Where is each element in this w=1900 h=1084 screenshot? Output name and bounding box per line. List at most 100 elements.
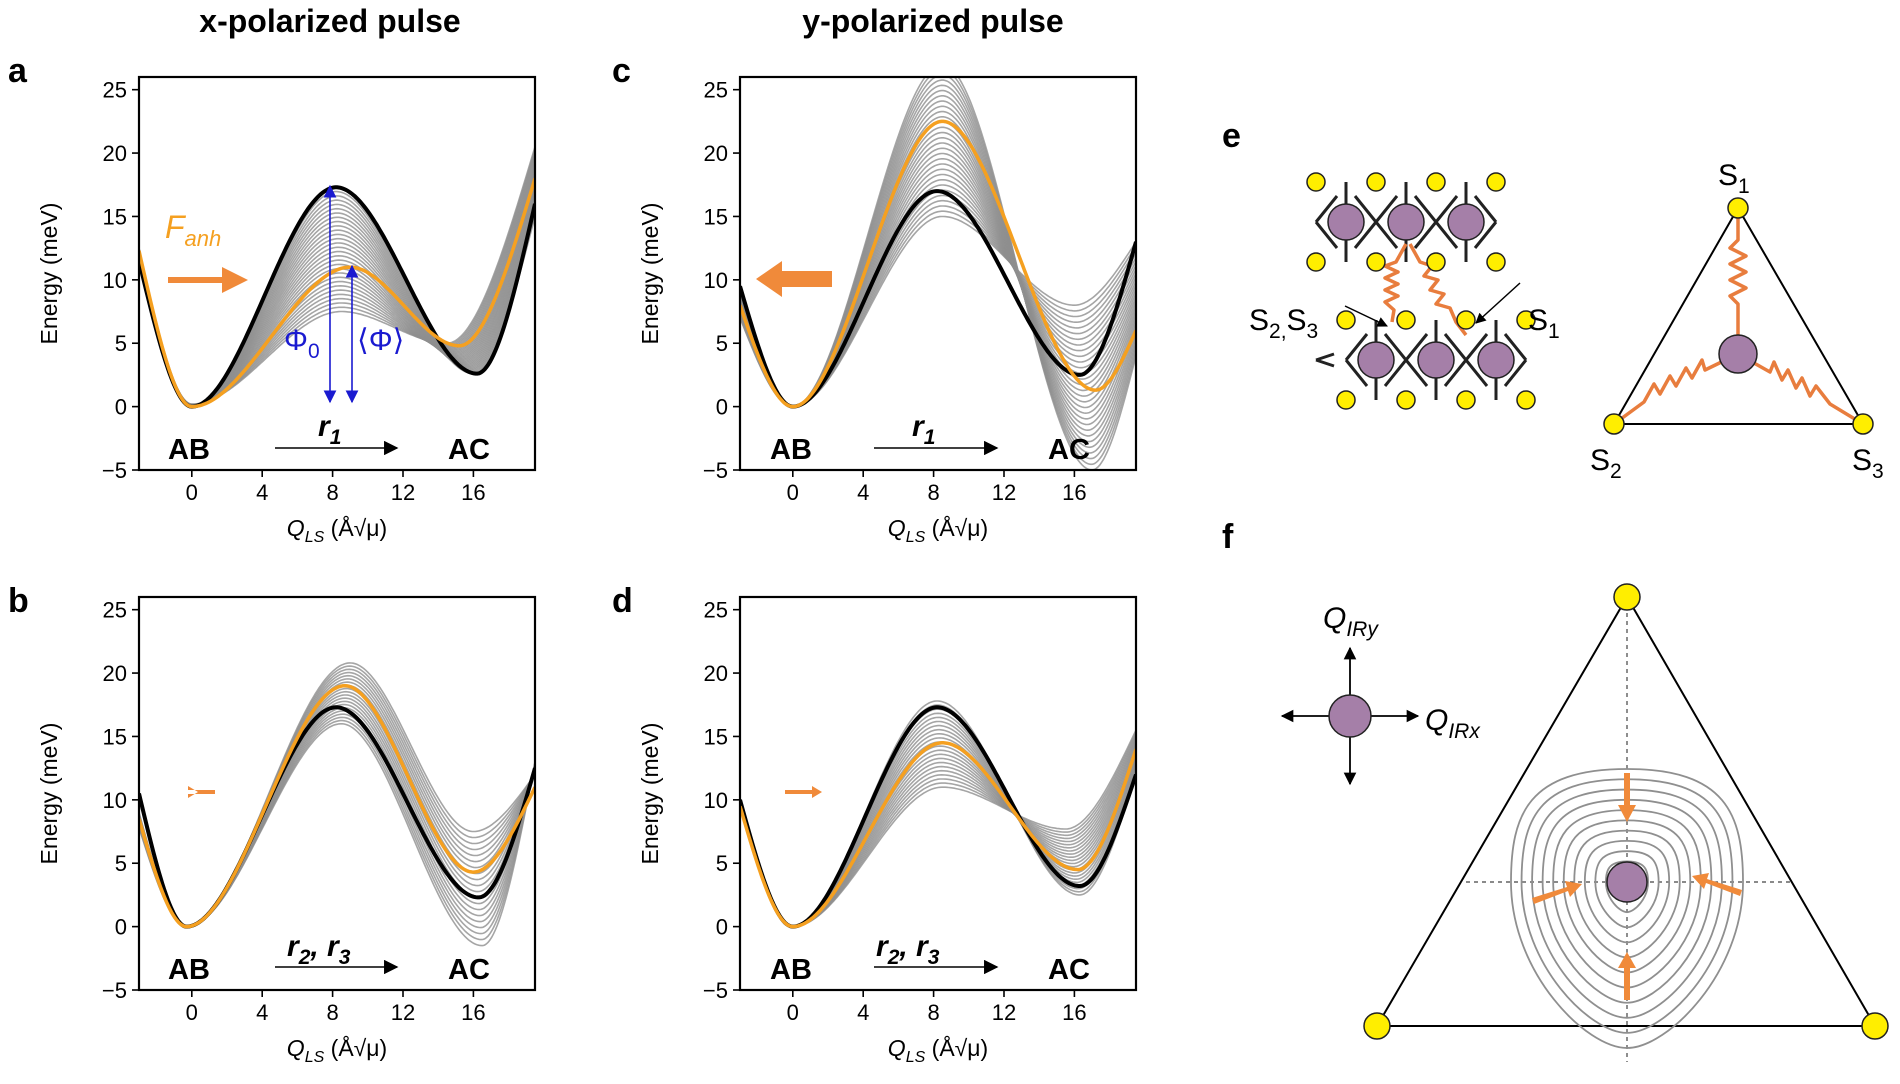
region-ab-a: AB [168, 434, 210, 466]
trajectory-curve [740, 720, 1136, 928]
y-tick-label: 25 [704, 598, 728, 623]
y-tick-label: −5 [703, 458, 728, 483]
lower-metal-atoms [1357, 341, 1515, 379]
vertex-atom-top [1613, 583, 1641, 611]
column-title-x: x-polarized pulse [199, 3, 460, 39]
y-tick-label: 15 [704, 204, 728, 229]
label-s2-s3: S2,S3 [1249, 304, 1318, 343]
trajectory-curve [139, 710, 535, 928]
y-tick-label: 5 [716, 331, 728, 356]
x-tick-label: 8 [326, 480, 338, 505]
trajectory-curve [740, 79, 1136, 454]
equilibrium-potential-curve [139, 185, 535, 409]
x-tick-label: 4 [256, 1000, 268, 1025]
curves-d [740, 700, 1136, 929]
x-tick-label: 8 [927, 480, 939, 505]
y-tick-label: 10 [704, 268, 728, 293]
pointer-s23 [1344, 305, 1388, 327]
panel-letter-f: f [1222, 518, 1234, 556]
y-tick-label: 0 [115, 915, 127, 940]
force-arrow-right [168, 267, 248, 293]
average-potential-curve [740, 741, 1136, 929]
trajectory-curve [139, 700, 535, 928]
atom-s1 [1727, 197, 1749, 219]
spring-to-s3 [1737, 352, 1864, 426]
trajectory-curve [740, 700, 1136, 928]
plot-frame [137, 75, 537, 472]
plot-frame [738, 595, 1138, 992]
y-axis-label: Energy (meV) [637, 723, 663, 865]
y-tick-label: 15 [103, 724, 127, 749]
y-tick-label: 10 [103, 268, 127, 293]
spring-to-s1 [1728, 208, 1748, 354]
force-label: Fanh [165, 209, 221, 251]
label-s1-lattice: S1 [1528, 304, 1560, 343]
x-tick-label: 8 [927, 1000, 939, 1025]
curves-c [740, 77, 1136, 470]
vertex-atom-left [1363, 1012, 1391, 1040]
panel-letter-d: d [612, 582, 633, 620]
contour-line [1520, 778, 1734, 1034]
y-tick-label: 25 [103, 598, 127, 623]
vertex-atom-right [1861, 1012, 1889, 1040]
y-tick-label: 25 [103, 78, 127, 103]
trajectory-curve [740, 77, 1136, 460]
phi-avg-label: ⟨Φ⟩ [357, 324, 404, 357]
r1-label-a: r1 [318, 410, 341, 449]
trajectory-curve [740, 95, 1136, 437]
trajectory-curve [139, 697, 535, 928]
x-tick-label: 12 [391, 480, 415, 505]
x-tick-label: 8 [326, 1000, 338, 1025]
x-tick-label: 16 [461, 480, 485, 505]
small-force-arrow-left [188, 786, 215, 798]
energy-chart-a: −5 0 5 10 15 20 25 0 4 8 12 16 Energy (meV) QLS (Å√μ) [36, 75, 537, 546]
column-title-y: y-polarized pulse [802, 3, 1063, 39]
y-axis-label: Energy (meV) [637, 203, 663, 345]
x-axis-label: QLS (Å√μ) [888, 514, 988, 546]
trajectory-curve [740, 741, 1136, 928]
y-tick-label: −5 [102, 458, 127, 483]
trajectory-curve [740, 131, 1136, 408]
x-tick-label: 0 [787, 1000, 799, 1025]
triangle-outline [1612, 205, 1865, 425]
trajectory-curve [740, 746, 1136, 928]
y-tick-label: −5 [102, 978, 127, 1003]
curves-b [139, 662, 535, 947]
y-tick-label: 15 [103, 204, 127, 229]
restoring-arrows [1532, 773, 1742, 1000]
average-potential-curve [740, 119, 1136, 409]
y-tick-label: 10 [103, 788, 127, 813]
x-tick-label: 12 [992, 1000, 1016, 1025]
contour-line [1583, 840, 1671, 944]
y-tick-label: 20 [704, 661, 728, 686]
trajectory-curve [740, 116, 1136, 415]
y-tick-label: 0 [716, 395, 728, 420]
region-ac-d: AC [1048, 954, 1090, 986]
trajectory-curve [740, 740, 1136, 928]
spring-to-s2 [1612, 352, 1739, 426]
x-tick-label: 16 [1062, 480, 1086, 505]
region-ab-c: AB [770, 434, 812, 466]
atom-center [1718, 334, 1758, 374]
region-ac-a: AC [448, 434, 490, 466]
x-tick-label: 0 [787, 480, 799, 505]
trajectory-curve [139, 707, 535, 928]
contour-line [1541, 798, 1713, 1004]
potential-triangle [1375, 595, 1877, 1027]
trajectory-curve [139, 716, 535, 935]
x-tick-label: 4 [857, 1000, 869, 1025]
x-axis-label: QLS (Å√μ) [287, 514, 387, 546]
y-tick-label: 20 [103, 141, 127, 166]
y-tick-label: 0 [716, 915, 728, 940]
y-tick-label: 10 [704, 788, 728, 813]
trajectory-curve [139, 678, 535, 928]
well-center-atom [1606, 861, 1648, 903]
upper-metal-atoms [1327, 203, 1485, 241]
ir-center-atom [1328, 694, 1372, 738]
trajectory-curve [139, 719, 535, 941]
ir-coordinate-diagram: QIRy QIRx [1280, 583, 1889, 1062]
label-s2: S2 [1590, 444, 1622, 483]
x-tick-label: 4 [256, 480, 268, 505]
x-tick-label: 16 [461, 1000, 485, 1025]
atom-s3 [1852, 413, 1874, 435]
